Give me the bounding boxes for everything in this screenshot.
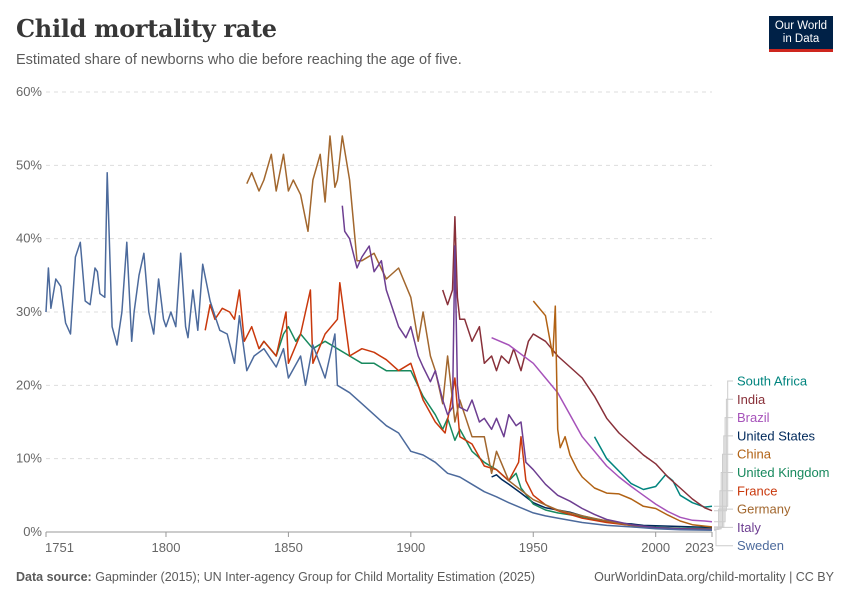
y-tick-label: 10% <box>16 451 42 466</box>
legend-label-united-states[interactable]: United States <box>737 428 816 443</box>
footer-source: Data source: Gapminder (2015); UN Inter-… <box>16 570 535 584</box>
legend-connector <box>714 435 733 528</box>
legend: South Africa India Brazil United States Chin… <box>714 374 830 553</box>
x-tick-label: 1751 <box>45 540 74 555</box>
legend-label-sweden[interactable]: Sweden <box>737 538 784 553</box>
legend-label-united-kingdom[interactable]: United Kingdom <box>737 465 830 480</box>
legend-label-china[interactable]: China <box>737 447 772 462</box>
x-tick-label: 1950 <box>519 540 548 555</box>
x-tick-label: 2000 <box>641 540 670 555</box>
y-axis-ticks: 0% 10% 20% 30% 40% 50% 60% <box>16 84 42 539</box>
x-tick-label: 2023 <box>685 540 714 555</box>
legend-label-brazil[interactable]: Brazil <box>737 410 770 425</box>
series-lines <box>45 135 713 531</box>
legend-label-india[interactable]: India <box>737 392 766 407</box>
y-tick-label: 30% <box>16 304 42 319</box>
chart-title: Child mortality rate <box>16 14 277 43</box>
legend-connector <box>714 526 733 530</box>
series-line-india <box>441 215 713 512</box>
legend-label-italy[interactable]: Italy <box>737 520 761 535</box>
legend-label-south-africa[interactable]: South Africa <box>737 374 808 389</box>
x-tick-label: 1850 <box>274 540 303 555</box>
y-tick-label: 50% <box>16 157 42 172</box>
series-line-south-africa <box>593 436 713 508</box>
logo-line-1: Our World <box>774 20 828 32</box>
y-tick-label: 40% <box>16 231 42 246</box>
x-tick-label: 1900 <box>396 540 425 555</box>
y-tick-label: 0% <box>23 524 42 539</box>
series-line-sweden <box>45 171 713 531</box>
series-line-germany <box>246 135 713 531</box>
owid-logo[interactable]: Our World in Data <box>769 16 833 52</box>
x-axis: 1751 1800 1850 1900 1950 2000 2023 <box>45 531 714 555</box>
series-line-china <box>532 300 713 528</box>
footer-url[interactable]: OurWorldinData.org/child-mortality | CC … <box>594 570 834 584</box>
source-label: Data source: <box>16 570 92 584</box>
series-line-united-kingdom <box>258 325 713 530</box>
chart-subtitle: Estimated share of newborns who die befo… <box>16 52 462 68</box>
series-line-italy <box>341 205 713 531</box>
source-text: Gapminder (2015); UN Inter-agency Group … <box>95 570 535 584</box>
legend-label-france[interactable]: France <box>737 483 777 498</box>
logo-line-2: in Data <box>782 33 820 45</box>
series-line-brazil <box>491 337 713 523</box>
x-tick-label: 1800 <box>152 540 181 555</box>
y-tick-label: 60% <box>16 84 42 99</box>
legend-connector <box>714 529 733 547</box>
series-line-france <box>204 281 713 530</box>
legend-label-germany[interactable]: Germany <box>737 502 791 517</box>
y-tick-label: 20% <box>16 377 42 392</box>
